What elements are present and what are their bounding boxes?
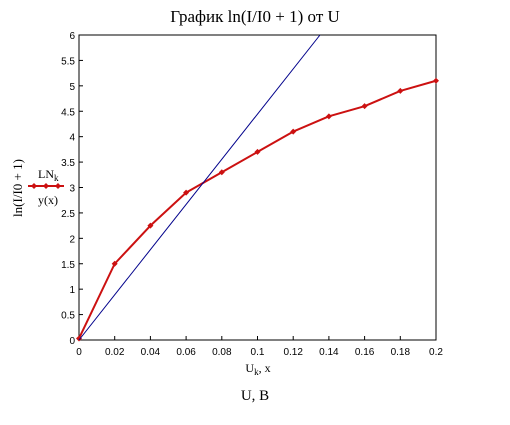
data-point xyxy=(433,77,439,84)
x-tick-label: 0.12 xyxy=(283,347,303,358)
legend-marker-series-1-c xyxy=(55,183,61,189)
data-point xyxy=(361,103,368,110)
data-point xyxy=(111,260,118,267)
legend-label-series-1-base: LN xyxy=(38,167,54,181)
footer-label: U, B xyxy=(240,388,270,404)
series-line-1 xyxy=(78,79,437,339)
y-tick-label: 0 xyxy=(69,336,75,347)
chart-title: График ln(I/I0 + 1) от U xyxy=(170,7,340,26)
y-tick-label: 6 xyxy=(69,31,75,42)
y-tick-label: 4.5 xyxy=(61,107,75,118)
x-axis-label-base: U xyxy=(245,361,254,375)
legend-label-series-2: y(x) xyxy=(38,193,58,207)
data-point xyxy=(254,148,261,155)
x-tick-label: 0.18 xyxy=(391,347,411,358)
legend-marker-series-1-b xyxy=(43,183,49,189)
y-tick-label: 4 xyxy=(69,133,75,144)
y-tick-label: 1.5 xyxy=(61,260,75,271)
x-tick-label: 0.06 xyxy=(176,347,196,358)
data-point xyxy=(147,222,154,229)
data-point xyxy=(325,113,332,120)
y-tick-label: 3 xyxy=(69,184,75,195)
y-tick-label: 1 xyxy=(69,285,75,296)
y-axis-label: ln(I/I0 + 1) xyxy=(10,159,25,217)
x-tick-label: 0.04 xyxy=(141,347,161,358)
plot-area xyxy=(78,34,437,341)
y-tick-label: 2 xyxy=(69,234,75,245)
data-point xyxy=(76,335,82,342)
x-axis-label-tail: , x xyxy=(259,361,271,375)
x-tick-label: 0.16 xyxy=(355,347,375,358)
x-tick-label: 0.2 xyxy=(429,347,443,358)
x-axis-label: Uk, x xyxy=(245,361,270,377)
data-point xyxy=(183,189,190,196)
data-point xyxy=(397,87,404,94)
y-tick-label: 5.5 xyxy=(61,56,75,67)
tick-marks: 0 0.02 0.04 0.06 0.08 0.1 0.12 0.14 0.16 0.18 0.2 0… xyxy=(61,31,443,358)
series-line-2 xyxy=(78,34,321,341)
legend-label-series-1: LNk xyxy=(38,167,59,183)
data-point xyxy=(290,128,297,135)
x-tick-label: 0.02 xyxy=(105,347,125,358)
legend-label-series-1-sub: k xyxy=(54,173,59,183)
x-tick-label: 0.08 xyxy=(212,347,232,358)
x-tick-label: 0.14 xyxy=(319,347,339,358)
y-tick-label: 0.5 xyxy=(61,311,75,322)
y-tick-label: 2.5 xyxy=(61,209,75,220)
y-tick-label: 5 xyxy=(69,82,75,93)
y-tick-label: 3.5 xyxy=(61,158,75,169)
legend: LNk y(x) xyxy=(28,167,64,207)
x-tick-label: 0 xyxy=(76,347,82,358)
data-point xyxy=(218,169,225,176)
x-axis-label-sub: k xyxy=(254,367,259,377)
series-group xyxy=(76,34,439,342)
legend-marker-series-1-a xyxy=(31,183,37,189)
x-tick-label: 0.1 xyxy=(251,347,265,358)
